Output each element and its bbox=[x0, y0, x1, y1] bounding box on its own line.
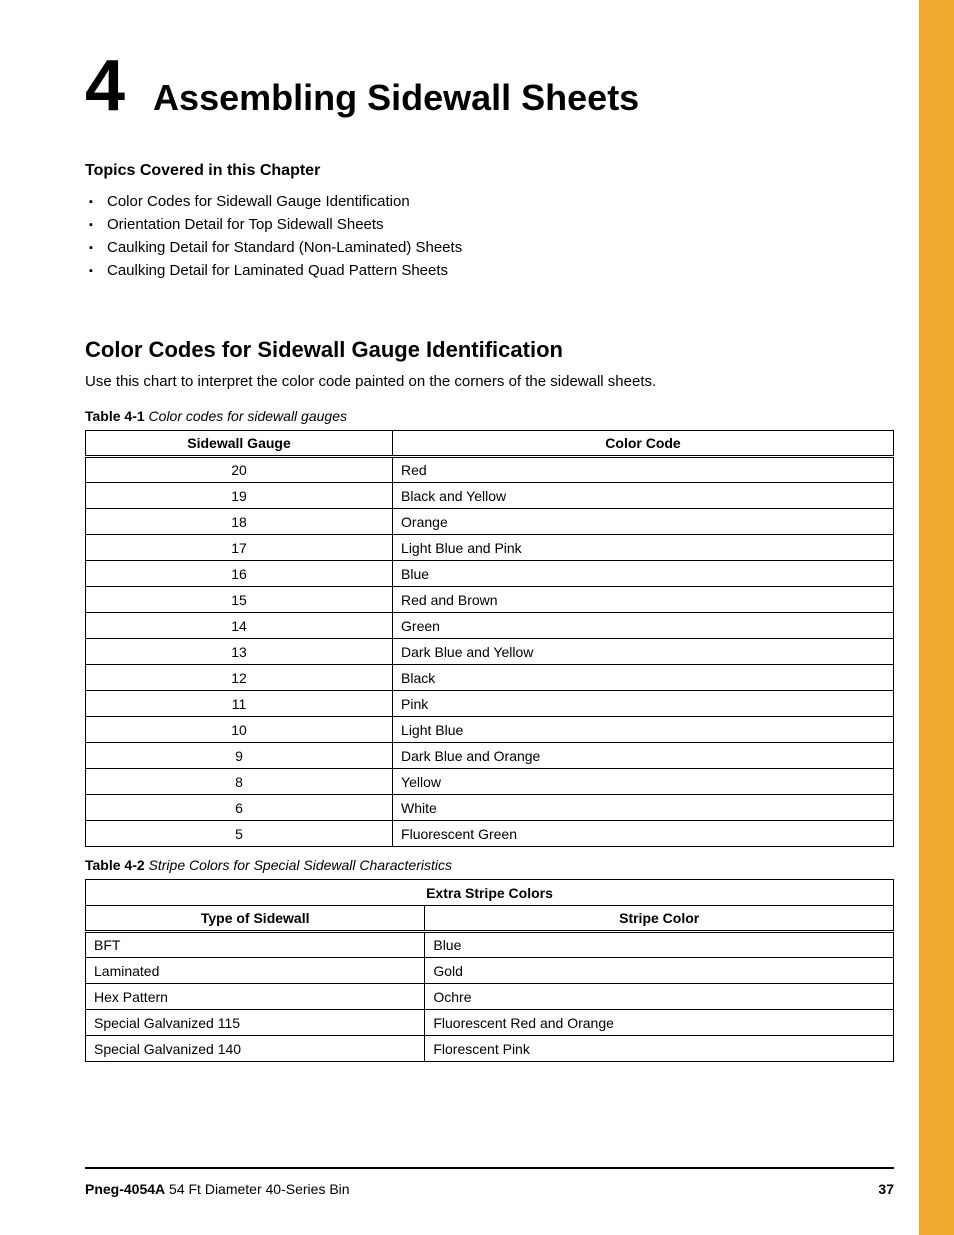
table-cell: Gold bbox=[425, 958, 894, 984]
table2-caption: Table 4-2 Stripe Colors for Special Side… bbox=[85, 857, 894, 873]
table-cell: Blue bbox=[393, 561, 894, 587]
table-row: 14Green bbox=[86, 613, 894, 639]
table-row: 11Pink bbox=[86, 691, 894, 717]
table-cell: 6 bbox=[86, 795, 393, 821]
table-header-cell: Sidewall Gauge bbox=[86, 431, 393, 457]
table-cell: Green bbox=[393, 613, 894, 639]
table-row: LaminatedGold bbox=[86, 958, 894, 984]
table-cell: Hex Pattern bbox=[86, 984, 425, 1010]
table-cell: Ochre bbox=[425, 984, 894, 1010]
table-cell: Special Galvanized 115 bbox=[86, 1010, 425, 1036]
table-cell: 19 bbox=[86, 483, 393, 509]
table-header-cell: Color Code bbox=[393, 431, 894, 457]
table-row: BFTBlue bbox=[86, 932, 894, 958]
table-cell: Special Galvanized 140 bbox=[86, 1036, 425, 1062]
table-cell: Dark Blue and Orange bbox=[393, 743, 894, 769]
topics-list-item: Caulking Detail for Laminated Quad Patte… bbox=[85, 259, 894, 282]
table2-caption-label: Table 4-2 bbox=[85, 857, 145, 873]
table-cell: BFT bbox=[86, 932, 425, 958]
table-row: Hex PatternOchre bbox=[86, 984, 894, 1010]
table2: Extra Stripe Colors Type of SidewallStri… bbox=[85, 879, 894, 1062]
table-cell: Fluorescent Green bbox=[393, 821, 894, 847]
table-row: Special Galvanized 140Florescent Pink bbox=[86, 1036, 894, 1062]
accent-bar bbox=[919, 0, 954, 1235]
table-cell: 18 bbox=[86, 509, 393, 535]
footer-doc-desc: 54 Ft Diameter 40-Series Bin bbox=[169, 1181, 350, 1197]
table-cell: Light Blue and Pink bbox=[393, 535, 894, 561]
table-cell: Red bbox=[393, 457, 894, 483]
table-cell: Blue bbox=[425, 932, 894, 958]
table-cell: 14 bbox=[86, 613, 393, 639]
table-cell: 16 bbox=[86, 561, 393, 587]
table1-caption-text: Color codes for sidewall gauges bbox=[149, 408, 347, 424]
table-row: 9Dark Blue and Orange bbox=[86, 743, 894, 769]
table-row: 8Yellow bbox=[86, 769, 894, 795]
table-cell: 20 bbox=[86, 457, 393, 483]
topics-list-item: Caulking Detail for Standard (Non-Lamina… bbox=[85, 236, 894, 259]
table-cell: 15 bbox=[86, 587, 393, 613]
table-cell: 12 bbox=[86, 665, 393, 691]
table-row: 16Blue bbox=[86, 561, 894, 587]
table1-caption-label: Table 4-1 bbox=[85, 408, 145, 424]
table-row: 10Light Blue bbox=[86, 717, 894, 743]
topics-heading: Topics Covered in this Chapter bbox=[85, 162, 894, 180]
table-cell: Black and Yellow bbox=[393, 483, 894, 509]
table-row: 15Red and Brown bbox=[86, 587, 894, 613]
table2-caption-text: Stripe Colors for Special Sidewall Chara… bbox=[149, 857, 452, 873]
table-row: 5Fluorescent Green bbox=[86, 821, 894, 847]
table-cell: Yellow bbox=[393, 769, 894, 795]
table-cell: 17 bbox=[86, 535, 393, 561]
table-row: 6White bbox=[86, 795, 894, 821]
section-heading: Color Codes for Sidewall Gauge Identific… bbox=[85, 337, 894, 363]
table-cell: 9 bbox=[86, 743, 393, 769]
table-cell: Red and Brown bbox=[393, 587, 894, 613]
page-footer: Pneg-4054A 54 Ft Diameter 40-Series Bin … bbox=[85, 1167, 894, 1197]
table-row: 13Dark Blue and Yellow bbox=[86, 639, 894, 665]
topics-list: Color Codes for Sidewall Gauge Identific… bbox=[85, 190, 894, 282]
table-cell: 8 bbox=[86, 769, 393, 795]
footer-page-number: 37 bbox=[878, 1181, 894, 1197]
section-intro: Use this chart to interpret the color co… bbox=[85, 373, 894, 390]
table-cell: Laminated bbox=[86, 958, 425, 984]
table-cell: Fluorescent Red and Orange bbox=[425, 1010, 894, 1036]
table-cell: White bbox=[393, 795, 894, 821]
table-cell: Pink bbox=[393, 691, 894, 717]
table-row: Special Galvanized 115Fluorescent Red an… bbox=[86, 1010, 894, 1036]
table-header-cell: Stripe Color bbox=[425, 906, 894, 932]
table-row: 17Light Blue and Pink bbox=[86, 535, 894, 561]
table-cell: 11 bbox=[86, 691, 393, 717]
page-content: 4 Assembling Sidewall Sheets Topics Cove… bbox=[0, 0, 954, 1112]
table-row: 19Black and Yellow bbox=[86, 483, 894, 509]
table-header-cell: Type of Sidewall bbox=[86, 906, 425, 932]
table-cell: Light Blue bbox=[393, 717, 894, 743]
chapter-number: 4 bbox=[85, 50, 125, 122]
footer-doc-id: Pneg-4054A bbox=[85, 1181, 165, 1197]
table-cell: 13 bbox=[86, 639, 393, 665]
table-cell: 10 bbox=[86, 717, 393, 743]
table-cell: Dark Blue and Yellow bbox=[393, 639, 894, 665]
table-row: 12Black bbox=[86, 665, 894, 691]
topics-list-item: Orientation Detail for Top Sidewall Shee… bbox=[85, 213, 894, 236]
table-cell: Orange bbox=[393, 509, 894, 535]
table1: Sidewall GaugeColor Code 20Red19Black an… bbox=[85, 430, 894, 847]
table2-superheader: Extra Stripe Colors bbox=[86, 880, 894, 906]
table-row: 20Red bbox=[86, 457, 894, 483]
footer-left: Pneg-4054A 54 Ft Diameter 40-Series Bin bbox=[85, 1181, 350, 1197]
topics-list-item: Color Codes for Sidewall Gauge Identific… bbox=[85, 190, 894, 213]
table-cell: Black bbox=[393, 665, 894, 691]
table1-caption: Table 4-1 Color codes for sidewall gauge… bbox=[85, 408, 894, 424]
table-cell: 5 bbox=[86, 821, 393, 847]
table-cell: Florescent Pink bbox=[425, 1036, 894, 1062]
chapter-title: Assembling Sidewall Sheets bbox=[153, 77, 639, 119]
table-row: 18Orange bbox=[86, 509, 894, 535]
chapter-heading: 4 Assembling Sidewall Sheets bbox=[85, 50, 894, 122]
